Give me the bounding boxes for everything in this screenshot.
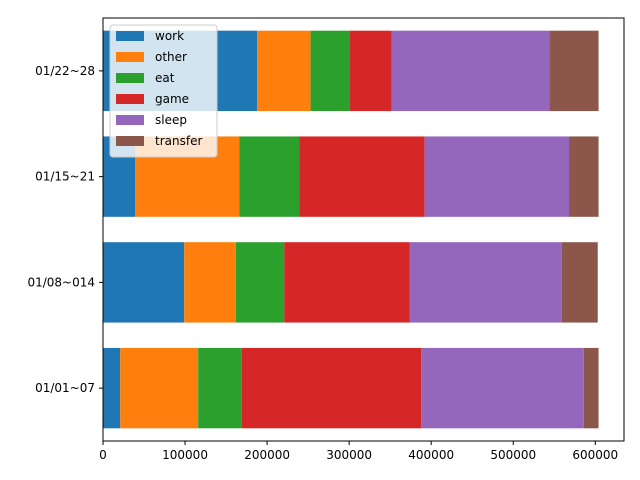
- bar-other-0: [120, 347, 199, 429]
- legend-label-work: work: [155, 29, 184, 43]
- bar-transfer-0: [583, 347, 599, 429]
- bar-game-0: [241, 347, 422, 429]
- bars-group: [103, 30, 599, 429]
- y-tick-label: 01/15~21: [35, 170, 95, 184]
- x-tick-label: 400000: [408, 448, 454, 462]
- x-tick-label: 200000: [244, 448, 290, 462]
- bar-sleep-0: [421, 347, 584, 429]
- x-tick-label: 600000: [572, 448, 618, 462]
- bar-eat-2: [239, 136, 300, 217]
- bar-game-3: [349, 30, 392, 112]
- bar-eat-0: [198, 347, 242, 429]
- bar-game-1: [284, 242, 410, 323]
- bar-sleep-1: [409, 242, 562, 323]
- legend: work other eat game sleep transfer: [109, 24, 218, 158]
- x-tick-label: 300000: [326, 448, 372, 462]
- bar-game-2: [299, 136, 425, 217]
- bar-transfer-3: [549, 30, 599, 112]
- legend-swatch-eat: [116, 73, 144, 83]
- legend-label-sleep: sleep: [155, 113, 187, 127]
- legend-label-game: game: [155, 92, 189, 106]
- plot-frame: [102, 17, 625, 442]
- x-tick-label: 500000: [490, 448, 536, 462]
- x-tick-label: 0: [99, 448, 107, 462]
- x-tick-label: 100000: [162, 448, 208, 462]
- legend-swatch-sleep: [116, 115, 144, 125]
- bar-work-0: [103, 347, 121, 429]
- bar-sleep-2: [424, 136, 570, 217]
- bar-eat-3: [310, 30, 350, 112]
- bar-sleep-3: [391, 30, 550, 112]
- y-tick-label: 01/01~07: [35, 381, 95, 395]
- y-axis: 01/01~07 01/08~014 01/15~21 01/22~28: [27, 64, 103, 395]
- legend-swatch-transfer: [116, 136, 144, 146]
- legend-label-other: other: [155, 50, 187, 64]
- legend-swatch-other: [116, 52, 144, 62]
- legend-swatch-game: [116, 94, 144, 104]
- bar-other-1: [184, 242, 236, 323]
- bar-other-3: [257, 30, 311, 112]
- bar-eat-1: [235, 242, 285, 323]
- x-axis: 0 100000 200000 300000 400000 500000 600000: [99, 441, 618, 462]
- legend-swatch-work: [116, 31, 144, 41]
- bar-work-1: [103, 242, 185, 323]
- bar-transfer-1: [561, 242, 598, 323]
- legend-label-transfer: transfer: [155, 134, 202, 148]
- y-tick-label: 01/08~014: [27, 275, 95, 289]
- bar-transfer-2: [569, 136, 599, 217]
- y-tick-label: 01/22~28: [35, 64, 95, 78]
- legend-label-eat: eat: [155, 71, 175, 85]
